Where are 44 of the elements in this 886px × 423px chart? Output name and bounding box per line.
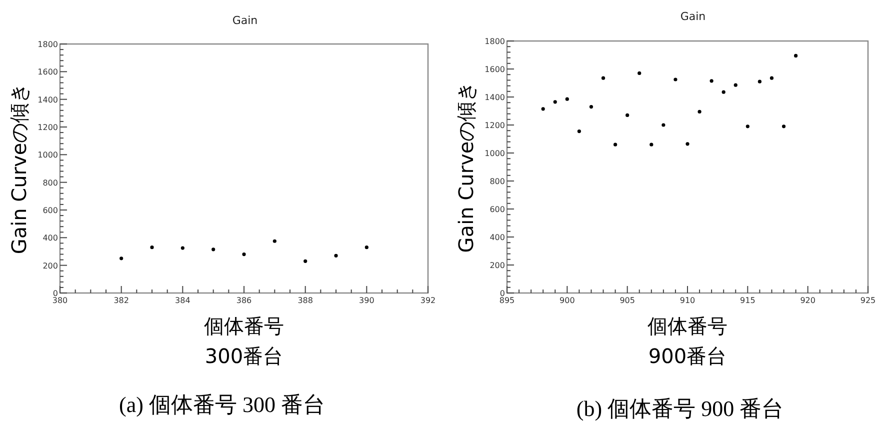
y-axis-title: Gain Curveの傾き [7,82,31,254]
y-axis-title: Gain Curveの傾き [454,81,478,253]
y-tick-label: 200 [42,261,58,270]
y-tick-label: 1800 [484,37,505,46]
x-tick-label: 905 [620,296,635,305]
x-tick-label: 382 [114,296,129,305]
y-tick-label: 800 [490,177,505,186]
y-tick-label: 200 [490,261,505,270]
y-tick-label: 1800 [38,40,58,49]
y-tick-label: 400 [490,233,505,242]
y-tick-label: 1000 [484,149,505,158]
x-axis-title: 個体番号 [204,314,284,338]
x-tick-label: 386 [236,296,252,305]
y-tick-label: 1200 [38,123,58,132]
x-tick-label: 392 [420,296,436,305]
y-tick-label: 1600 [484,65,505,74]
x-tick-label: 895 [499,296,515,305]
x-tick-label: 925 [860,296,876,305]
y-tick-label: 0 [500,289,505,298]
y-tick-label: 400 [42,234,58,243]
y-tick-label: 1600 [38,68,58,77]
x-tick-label: 388 [298,296,313,305]
text: 300番台 [204,344,284,368]
chart-title: Gain [680,10,706,23]
text: (a) 個体番号 300 番台 [119,392,325,417]
y-tick-label: 1400 [38,95,58,104]
y-tick-label: 0 [52,289,58,298]
text: (b) 個体番号 900 番台 [576,396,784,421]
y-tick-label: 800 [42,178,58,188]
y-tick-label: 600 [42,206,58,215]
x-tick-label: 384 [175,296,190,305]
chart-title: Gain [232,14,258,27]
x-axis-title: 個体番号 [648,314,728,338]
x-tick-label: 920 [800,296,816,305]
x-tick-label: 915 [740,296,756,305]
x-tick-label: 900 [560,296,575,305]
text: 900番台 [648,344,727,368]
x-tick-label: 390 [359,296,374,305]
y-tick-label: 1400 [484,93,505,102]
y-tick-label: 600 [490,205,505,214]
y-tick-label: 1000 [38,150,58,160]
x-tick-label: 380 [52,296,68,305]
x-tick-label: 910 [680,296,696,305]
y-tick-label: 1200 [484,121,505,130]
